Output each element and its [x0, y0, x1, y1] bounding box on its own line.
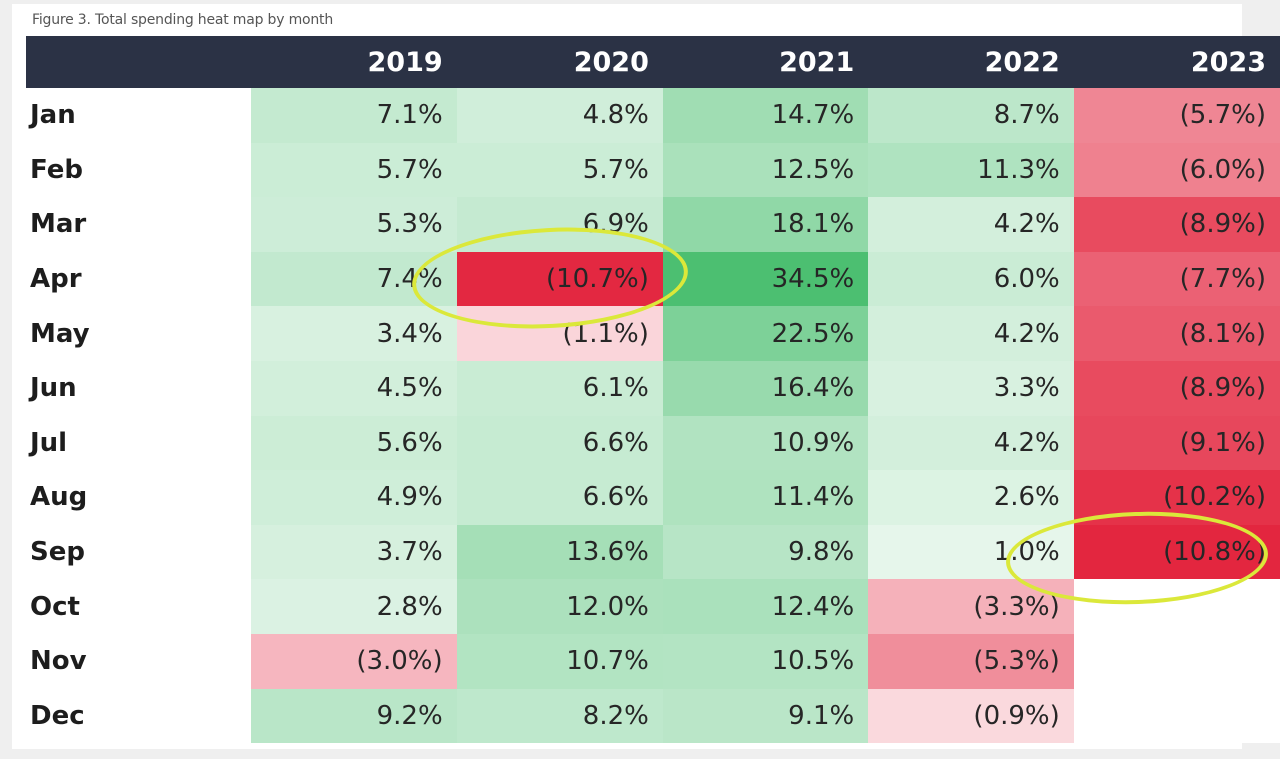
heatmap-cell-nov-2019: (3.0%): [251, 633, 457, 689]
heatmap-cell-sep-2022: 1.0%: [868, 524, 1074, 580]
heatmap-cell-mar-2023: (8.9%): [1073, 197, 1280, 252]
heatmap-row-jun: Jun 4.5% 6.1% 16.4% 3.3% (8.9%): [26, 360, 1280, 416]
heatmap-cell-feb-2020: 5.7%: [456, 142, 663, 198]
heatmap-cell-mar-2021: 18.1%: [662, 197, 869, 252]
heatmap-cell-apr-2020: (10.7%): [456, 251, 663, 307]
month-label: Oct: [26, 579, 252, 634]
heatmap-cell-jun-2023: (8.9%): [1073, 360, 1280, 416]
heatmap-cell-dec-2022: (0.9%): [868, 688, 1074, 744]
heatmap-cell-dec-2021: 9.1%: [662, 688, 869, 744]
heatmap-cell-dec-2019: 9.2%: [251, 688, 457, 744]
month-label: Jul: [26, 415, 252, 471]
heatmap-cell-jul-2023: (9.1%): [1073, 415, 1280, 471]
heatmap-cell-jul-2020: 6.6%: [456, 415, 663, 471]
heatmap-cell-jun-2021: 16.4%: [662, 360, 869, 416]
heatmap-row-may: May 3.4% (1.1%) 22.5% 4.2% (8.1%): [26, 306, 1280, 361]
heatmap-cell-may-2023: (8.1%): [1073, 306, 1280, 361]
heatmap-row-dec: Dec 9.2% 8.2% 9.1% (0.9%): [26, 688, 1280, 744]
heatmap-cell-jan-2022: 8.7%: [868, 88, 1074, 143]
header-corner: [26, 36, 252, 88]
heatmap-cell-nov-2020: 10.7%: [456, 633, 663, 689]
heatmap-cell-mar-2019: 5.3%: [251, 197, 457, 252]
heatmap-cell-may-2019: 3.4%: [251, 306, 457, 361]
heatmap-row-aug: Aug 4.9% 6.6% 11.4% 2.6% (10.2%): [26, 470, 1280, 525]
heatmap-cell-dec-2023: [1073, 688, 1280, 744]
heatmap-cell-jan-2021: 14.7%: [662, 88, 869, 143]
heatmap-cell-sep-2021: 9.8%: [662, 524, 869, 580]
heatmap-cell-may-2020: (1.1%): [456, 306, 663, 361]
heatmap-cell-jan-2019: 7.1%: [251, 88, 457, 143]
heatmap-cell-sep-2023: (10.8%): [1073, 524, 1280, 580]
heatmap-cell-aug-2023: (10.2%): [1073, 470, 1280, 525]
heatmap-cell-mar-2022: 4.2%: [868, 197, 1074, 252]
heatmap-body: Jan 7.1% 4.8% 14.7% 8.7% (5.7%) Feb 5.7% 5.7% 12.…: [26, 88, 1280, 744]
heatmap-cell-jul-2022: 4.2%: [868, 415, 1074, 471]
heatmap-cell-oct-2023: [1073, 579, 1280, 634]
heatmap-row-feb: Feb 5.7% 5.7% 12.5% 11.3% (6.0%): [26, 142, 1280, 198]
year-header-2019: 2019: [251, 36, 457, 88]
month-label: Nov: [26, 633, 252, 689]
spending-heatmap: 2019 2020 2021 2022 2023 Jan 7.1% 4.8% 14.7…: [26, 36, 1280, 744]
heatmap-cell-jan-2023: (5.7%): [1073, 88, 1280, 143]
heatmap-row-nov: Nov (3.0%) 10.7% 10.5% (5.3%): [26, 633, 1280, 689]
heatmap-row-oct: Oct 2.8% 12.0% 12.4% (3.3%): [26, 579, 1280, 634]
month-label: Dec: [26, 688, 252, 744]
month-label: Feb: [26, 142, 252, 198]
year-header-2020: 2020: [456, 36, 663, 88]
month-label: Aug: [26, 470, 252, 525]
heatmap-row-jan: Jan 7.1% 4.8% 14.7% 8.7% (5.7%): [26, 88, 1280, 143]
heatmap-cell-feb-2019: 5.7%: [251, 142, 457, 198]
heatmap-cell-oct-2021: 12.4%: [662, 579, 869, 634]
heatmap-cell-jun-2019: 4.5%: [251, 360, 457, 416]
heatmap-cell-dec-2020: 8.2%: [456, 688, 663, 744]
heatmap-cell-apr-2022: 6.0%: [868, 251, 1074, 307]
heatmap-row-apr: Apr 7.4% (10.7%) 34.5% 6.0% (7.7%): [26, 251, 1280, 307]
heatmap-cell-oct-2020: 12.0%: [456, 579, 663, 634]
heatmap-cell-apr-2019: 7.4%: [251, 251, 457, 307]
heatmap-cell-nov-2021: 10.5%: [662, 633, 869, 689]
month-label: May: [26, 306, 252, 361]
heatmap-cell-jan-2020: 4.8%: [456, 88, 663, 143]
heatmap-cell-jul-2021: 10.9%: [662, 415, 869, 471]
year-header-2021: 2021: [662, 36, 869, 88]
heatmap-cell-feb-2023: (6.0%): [1073, 142, 1280, 198]
year-header-2022: 2022: [868, 36, 1074, 88]
heatmap-cell-jun-2022: 3.3%: [868, 360, 1074, 416]
heatmap-cell-may-2021: 22.5%: [662, 306, 869, 361]
heatmap-cell-oct-2019: 2.8%: [251, 579, 457, 634]
heatmap-cell-may-2022: 4.2%: [868, 306, 1074, 361]
heatmap-cell-sep-2020: 13.6%: [456, 524, 663, 580]
heatmap-cell-feb-2021: 12.5%: [662, 142, 869, 198]
heatmap-cell-aug-2020: 6.6%: [456, 470, 663, 525]
heatmap-cell-nov-2022: (5.3%): [868, 633, 1074, 689]
month-label: Jan: [26, 88, 252, 143]
heatmap-row-mar: Mar 5.3% 6.9% 18.1% 4.2% (8.9%): [26, 197, 1280, 252]
heatmap-cell-apr-2023: (7.7%): [1073, 251, 1280, 307]
month-label: Jun: [26, 360, 252, 416]
month-label: Sep: [26, 524, 252, 580]
heatmap-header-row: 2019 2020 2021 2022 2023: [26, 36, 1280, 88]
heatmap-cell-aug-2021: 11.4%: [662, 470, 869, 525]
figure-caption: Figure 3. Total spending heat map by mon…: [32, 12, 334, 28]
heatmap-cell-sep-2019: 3.7%: [251, 524, 457, 580]
heatmap-row-jul: Jul 5.6% 6.6% 10.9% 4.2% (9.1%): [26, 415, 1280, 471]
year-header-2023: 2023: [1073, 36, 1280, 88]
heatmap-cell-feb-2022: 11.3%: [868, 142, 1074, 198]
heatmap-cell-aug-2022: 2.6%: [868, 470, 1074, 525]
heatmap-cell-jul-2019: 5.6%: [251, 415, 457, 471]
heatmap-cell-mar-2020: 6.9%: [456, 197, 663, 252]
heatmap-cell-oct-2022: (3.3%): [868, 579, 1074, 634]
heatmap-cell-jun-2020: 6.1%: [456, 360, 663, 416]
heatmap-row-sep: Sep 3.7% 13.6% 9.8% 1.0% (10.8%): [26, 524, 1280, 580]
month-label: Mar: [26, 197, 252, 252]
month-label: Apr: [26, 251, 252, 307]
heatmap-cell-nov-2023: [1073, 633, 1280, 689]
heatmap-cell-aug-2019: 4.9%: [251, 470, 457, 525]
heatmap-cell-apr-2021: 34.5%: [662, 251, 869, 307]
